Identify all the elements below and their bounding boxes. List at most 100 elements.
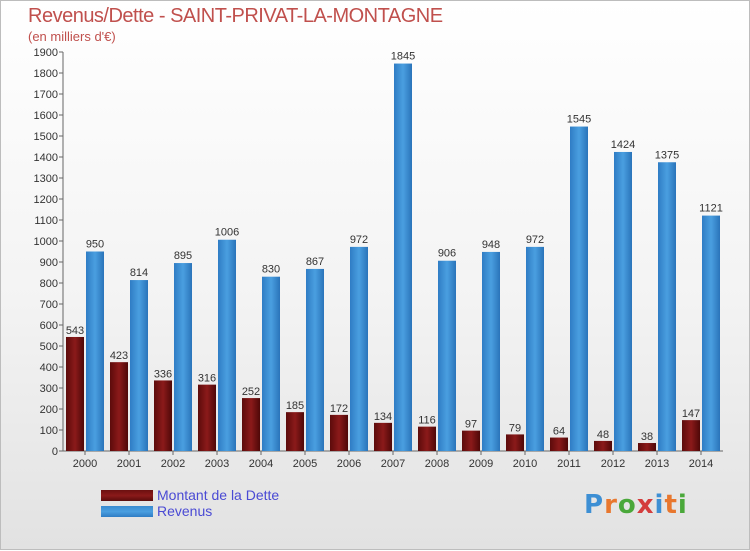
- revenue-value-label: 972: [526, 234, 544, 246]
- x-tick-label: 2012: [601, 458, 625, 470]
- x-tick-label: 2011: [557, 458, 581, 470]
- y-tick-label: 0: [52, 446, 58, 458]
- debt-value-label: 38: [641, 431, 653, 443]
- logo-letter: x: [636, 490, 655, 520]
- debt-value-label: 134: [374, 411, 392, 423]
- x-tick-label: 2006: [337, 458, 361, 470]
- revenue-bar: [702, 215, 720, 451]
- debt-bar: [110, 362, 128, 451]
- legend-swatch-debt: [101, 489, 153, 501]
- y-tick-label: 1300: [34, 173, 58, 185]
- revenue-bar: [306, 268, 324, 451]
- chart-subtitle: (en milliers d'€): [28, 29, 116, 44]
- legend-item-debt: Montant de la Dette: [101, 487, 279, 503]
- debt-value-label: 97: [465, 419, 477, 431]
- y-tick-label: 1400: [34, 152, 58, 164]
- revenue-value-label: 830: [262, 264, 280, 276]
- revenue-value-label: 1121: [699, 203, 723, 215]
- debt-bar: [682, 420, 700, 451]
- revenue-bar: [482, 251, 500, 451]
- debt-bar: [462, 430, 480, 451]
- logo-letter: i: [654, 490, 665, 520]
- x-tick-label: 2008: [425, 458, 449, 470]
- debt-value-label: 48: [597, 429, 609, 441]
- debt-bar: [638, 443, 656, 451]
- revenue-bar: [658, 162, 676, 451]
- revenue-bar: [174, 263, 192, 451]
- y-tick-label: 1000: [34, 236, 58, 248]
- revenue-value-label: 950: [86, 239, 104, 251]
- revenue-value-label: 948: [482, 239, 500, 251]
- y-tick-label: 900: [40, 257, 58, 269]
- debt-bar: [330, 414, 348, 451]
- revenue-value-label: 867: [306, 256, 324, 268]
- y-tick-label: 800: [40, 278, 58, 290]
- legend-item-revenue: Revenus: [101, 503, 279, 519]
- debt-value-label: 423: [110, 350, 128, 362]
- revenue-value-label: 906: [438, 248, 456, 260]
- revenue-bar: [350, 246, 368, 451]
- debt-bar: [242, 398, 260, 451]
- logo-letter: i: [677, 490, 688, 520]
- y-tick-label: 400: [40, 362, 58, 374]
- debt-bar: [506, 434, 524, 451]
- revenue-bar: [614, 151, 632, 451]
- x-tick-label: 2010: [513, 458, 537, 470]
- revenue-value-label: 1845: [391, 51, 415, 63]
- revenue-value-label: 814: [130, 267, 148, 279]
- debt-bar: [286, 412, 304, 451]
- y-tick-label: 1700: [34, 89, 58, 101]
- debt-value-label: 252: [242, 386, 260, 398]
- y-tick-label: 200: [40, 404, 58, 416]
- x-tick-label: 2014: [689, 458, 713, 470]
- revenue-value-label: 1006: [215, 227, 239, 239]
- debt-value-label: 316: [198, 373, 216, 385]
- revenue-value-label: 895: [174, 250, 192, 262]
- x-tick-label: 2000: [73, 458, 97, 470]
- y-tick-label: 300: [40, 383, 58, 395]
- x-tick-label: 2001: [117, 458, 141, 470]
- x-tick-label: 2002: [161, 458, 185, 470]
- revenue-value-label: 1375: [655, 149, 679, 161]
- debt-bar: [418, 426, 436, 451]
- y-tick-label: 1800: [34, 68, 58, 80]
- y-tick-label: 100: [40, 425, 58, 437]
- debt-bar: [66, 336, 84, 451]
- y-tick-label: 1900: [34, 47, 58, 59]
- revenue-bar: [130, 280, 148, 451]
- y-tick-label: 1600: [34, 110, 58, 122]
- revenue-bar: [262, 276, 280, 451]
- revenue-bar: [526, 246, 544, 451]
- debt-bar: [198, 384, 216, 451]
- y-tick-label: 500: [40, 341, 58, 353]
- debt-bar: [154, 380, 172, 451]
- x-tick-label: 2004: [249, 458, 273, 470]
- debt-value-label: 79: [509, 422, 521, 434]
- x-tick-label: 2003: [205, 458, 229, 470]
- revenue-bar: [438, 260, 456, 451]
- revenue-bar: [218, 239, 236, 451]
- y-tick-label: 600: [40, 320, 58, 332]
- debt-value-label: 543: [66, 325, 84, 337]
- debt-bar: [550, 437, 568, 451]
- debt-value-label: 185: [286, 400, 304, 412]
- debt-bar: [594, 440, 612, 451]
- debt-value-label: 64: [553, 426, 565, 438]
- logo-letter: o: [617, 490, 637, 520]
- logo-letter: t: [664, 490, 678, 520]
- x-tick-label: 2005: [293, 458, 317, 470]
- debt-value-label: 116: [418, 415, 436, 427]
- logo-letter: r: [604, 490, 618, 520]
- revenue-value-label: 1424: [611, 139, 635, 151]
- debt-bar: [374, 422, 392, 451]
- y-tick-label: 1100: [34, 215, 58, 227]
- x-tick-label: 2013: [645, 458, 669, 470]
- legend: Montant de la Dette Revenus: [101, 487, 279, 519]
- chart-title: Revenus/Dette - SAINT-PRIVAT-LA-MONTAGNE: [28, 5, 443, 27]
- y-tick-label: 1500: [34, 131, 58, 143]
- proxiti-logo: Proxiti: [584, 490, 688, 520]
- revenue-bar: [570, 126, 588, 452]
- legend-swatch-revenue: [101, 505, 153, 517]
- legend-label-debt: Montant de la Dette: [157, 487, 280, 503]
